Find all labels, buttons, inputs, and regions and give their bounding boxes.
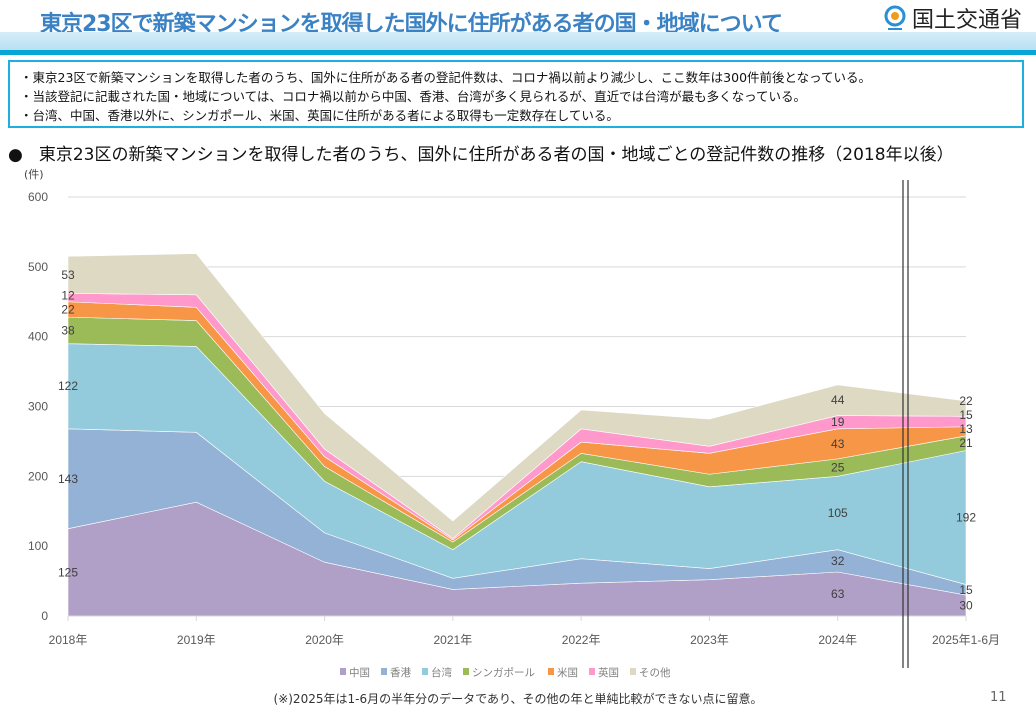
data-label: 30 (959, 599, 973, 613)
area-その他 (67, 253, 967, 539)
legend-label: 台湾 (431, 666, 452, 679)
ministry-logo: 国土交通省 (884, 2, 1022, 34)
legend-label: その他 (639, 666, 671, 679)
legend-swatch-香港 (381, 668, 387, 675)
page-number: 11 (990, 690, 1007, 705)
data-label: 143 (58, 472, 78, 486)
summary-line: ・当該登記に記載された国・地域については、コロナ禍以前から中国、香港、台湾が多く… (20, 89, 807, 104)
header-rule (0, 50, 1036, 55)
x-tick-label: 2022年 (562, 633, 601, 647)
x-tick-label: 2018年 (49, 633, 88, 647)
data-label: 32 (831, 554, 845, 568)
legend-label: 米国 (557, 666, 578, 679)
data-label: 105 (828, 506, 848, 520)
legend-label: 中国 (349, 666, 370, 679)
summary-line: ・台湾、中国、香港以外に、シンガポール、米国、英国に住所がある者による取得も一定… (20, 108, 619, 123)
y-tick-label: 0 (41, 609, 48, 623)
bullet: ● (8, 145, 23, 165)
y-tick-label: 600 (28, 190, 48, 204)
data-label: 44 (831, 393, 845, 407)
y-tick-label: 200 (28, 469, 48, 483)
data-label: 125 (58, 565, 78, 579)
y-axis-unit: (件) (24, 168, 44, 181)
x-tick-label: 2020年 (305, 633, 344, 647)
mlit-emblem-icon (884, 5, 906, 30)
data-label: 122 (58, 379, 78, 393)
chart-heading: ● 東京23区の新築マンションを取得した者のうち、国外に住所がある者の国・地域ごと… (8, 140, 954, 165)
data-label: 13 (959, 422, 973, 436)
legend-label: シンガポール (472, 667, 535, 679)
data-label: 25 (831, 461, 845, 475)
legend-swatch-英国 (589, 668, 595, 675)
data-label: 19 (831, 415, 845, 429)
data-label: 21 (959, 436, 973, 450)
legend-swatch-米国 (548, 668, 554, 675)
data-label: 43 (831, 437, 845, 451)
data-label: 15 (959, 583, 973, 597)
legend-label: 香港 (390, 667, 411, 679)
x-tick-label: 2024年 (818, 633, 857, 647)
data-label: 53 (61, 268, 75, 282)
legend-swatch-その他 (630, 668, 636, 675)
data-label: 192 (956, 511, 976, 525)
footnote: (※)2025年は1-6月の半年分のデータであり、その他の年と単純比較ができない… (273, 692, 763, 706)
chart-heading-text: 東京23区の新築マンションを取得した者のうち、国外に住所がある者の国・地域ごとの… (38, 145, 954, 165)
y-tick-label: 100 (28, 539, 48, 553)
header-band (0, 32, 1036, 50)
data-label: 15 (959, 408, 973, 422)
data-label: 22 (61, 302, 75, 316)
legend-swatch-中国 (340, 668, 346, 675)
legend-swatch-台湾 (422, 668, 428, 675)
x-tick-label: 2023年 (690, 633, 729, 647)
y-tick-label: 300 (28, 400, 48, 414)
legend-swatch-シンガポール (463, 668, 469, 675)
legend-label: 英国 (598, 666, 619, 679)
x-tick-label: 2021年 (434, 633, 473, 647)
data-label: 38 (61, 323, 75, 337)
data-label: 22 (959, 394, 973, 408)
data-label: 63 (831, 587, 845, 601)
logo-text: 国土交通省 (912, 8, 1023, 33)
y-tick-label: 500 (28, 260, 48, 274)
summary-line: ・東京23区で新築マンションを取得した者のうち、国外に住所がある者の登記件数は、… (20, 70, 872, 85)
data-label: 12 (61, 288, 75, 302)
summary-box: ・東京23区で新築マンションを取得した者のうち、国外に住所がある者の登記件数は、… (8, 60, 1024, 128)
y-tick-label: 400 (28, 330, 48, 344)
x-tick-label: 2019年 (177, 633, 216, 647)
x-tick-label: 2025年1-6月 (932, 633, 1000, 647)
